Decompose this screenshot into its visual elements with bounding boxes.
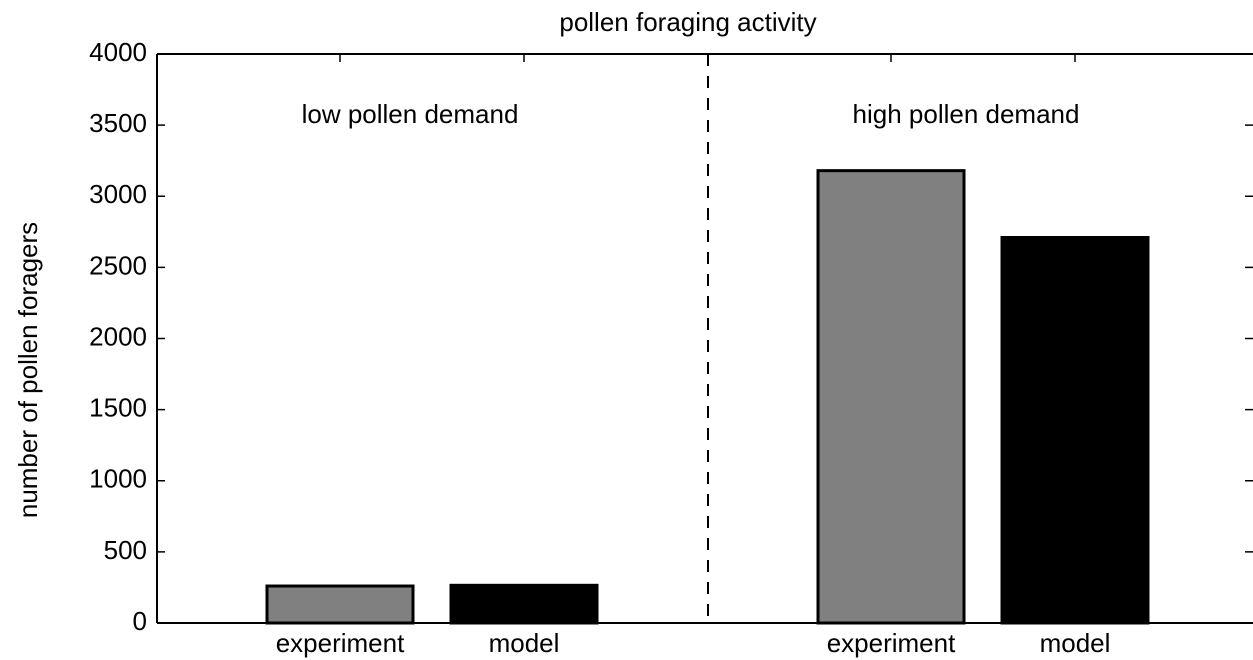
x-tick-label: model: [1040, 628, 1111, 658]
y-tick-label: 1500: [89, 393, 147, 423]
x-tick-label: experiment: [276, 628, 405, 658]
group-label: low pollen demand: [302, 99, 519, 129]
x-tick-label: model: [489, 628, 560, 658]
chart-title: pollen foraging activity: [559, 7, 816, 37]
group-label: high pollen demand: [853, 99, 1080, 129]
x-tick-label: experiment: [827, 628, 956, 658]
y-tick-label: 2000: [89, 321, 147, 351]
bar: [816, 169, 966, 625]
y-tick-label: 1000: [89, 464, 147, 494]
y-tick-label: 0: [133, 606, 147, 636]
bar: [449, 583, 599, 625]
y-tick-label: 2500: [89, 250, 147, 280]
y-tick-label: 4000: [89, 37, 147, 67]
y-tick-label: 3000: [89, 179, 147, 209]
y-axis-label: number of pollen foragers: [13, 222, 43, 518]
y-tick-label: 3500: [89, 108, 147, 138]
y-tick-label: 500: [104, 535, 147, 565]
bar: [1000, 236, 1150, 625]
bar: [265, 584, 415, 625]
